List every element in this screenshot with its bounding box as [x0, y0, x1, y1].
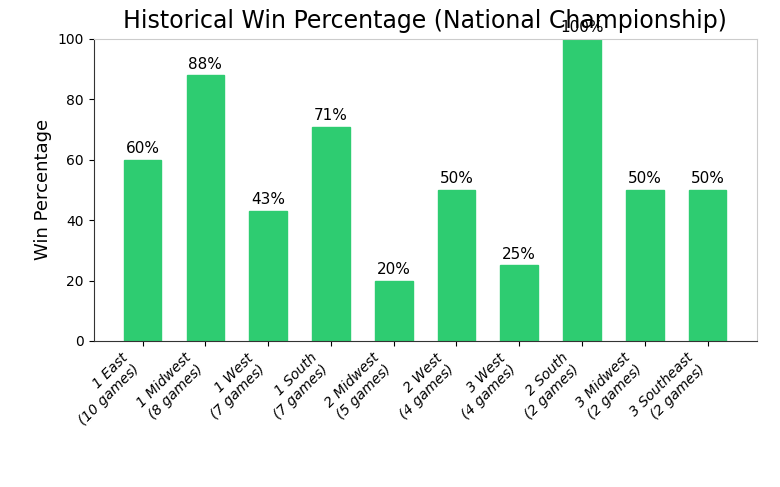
Text: 25%: 25% [502, 247, 536, 262]
Text: 88%: 88% [189, 56, 222, 72]
Text: 43%: 43% [251, 192, 285, 207]
Text: 100%: 100% [560, 20, 604, 36]
Bar [124, 160, 161, 341]
Bar [250, 211, 287, 341]
Text: 50%: 50% [691, 171, 725, 187]
Text: 50%: 50% [628, 171, 661, 187]
Bar [563, 39, 601, 341]
Text: 50%: 50% [440, 171, 473, 187]
Bar [501, 265, 538, 341]
Text: 71%: 71% [314, 108, 348, 123]
Bar [438, 190, 475, 341]
Bar [312, 127, 349, 341]
Y-axis label: Win Percentage: Win Percentage [34, 119, 52, 261]
Title: Historical Win Percentage (National Championship): Historical Win Percentage (National Cham… [123, 9, 727, 33]
Bar [626, 190, 664, 341]
Text: 20%: 20% [377, 262, 410, 277]
Bar [186, 75, 224, 341]
Bar [375, 281, 413, 341]
Bar [689, 190, 726, 341]
Text: 60%: 60% [126, 141, 160, 156]
